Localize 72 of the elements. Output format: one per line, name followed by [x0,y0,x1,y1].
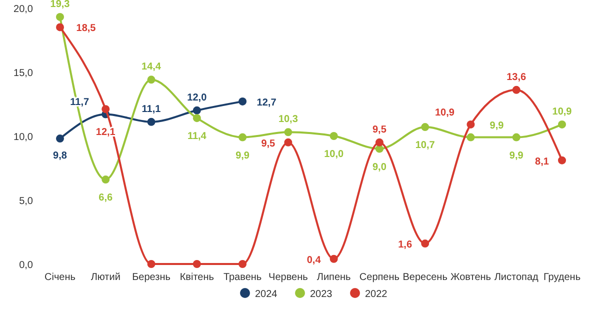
data-label: 11,4 [187,131,207,142]
data-label: 9,9 [236,150,250,162]
data-label: 9,5 [372,124,387,136]
data-label: 8,1 [535,156,550,168]
data-label: 10,0 [324,149,344,160]
legend-label: 2024 [255,289,278,300]
y-tick-label: 0,0 [19,260,34,271]
x-tick-label: Березнь [132,272,170,283]
point [421,240,430,248]
point [330,132,338,140]
x-tick-label: Січень [44,272,76,283]
data-label: 6,6 [98,192,114,204]
x-tick-label: Лютий [90,272,120,283]
point [466,133,475,142]
point [375,138,384,146]
point [330,254,338,263]
point [375,144,384,153]
point [56,12,64,21]
data-label: 14,4 [142,62,162,73]
point [192,106,201,114]
x-tick-label: Липень [316,272,351,283]
point [56,23,64,32]
point [421,123,430,132]
data-label: 19,3 [50,0,70,10]
data-label: 9,9 [490,120,504,132]
point [238,260,247,268]
data-label: 9,5 [261,138,276,150]
y-tick-label: 5,0 [19,196,34,207]
point [238,97,247,106]
x-tick-label: Червень [268,272,308,283]
data-label: 12,7 [256,97,277,108]
x-tick-label: Квітень [180,272,214,283]
legend-label: 2022 [365,289,388,300]
data-label: 13,6 [506,72,527,83]
point [102,176,110,184]
legend-label: 2023 [310,289,333,300]
point [192,260,201,268]
point [284,138,292,146]
point [512,86,520,94]
x-tick-label: Грудень [543,272,581,283]
x-tick-label: Серпень [359,272,400,283]
data-label: 12,0 [187,92,208,104]
data-label: 10,7 [415,140,436,152]
point [512,133,520,142]
data-label: 9,9 [509,150,524,162]
data-label: 9,0 [372,162,387,173]
point [558,120,566,128]
x-tick-label: Листопад [494,272,539,283]
data-label: 10,3 [278,114,298,126]
x-tick-label: Вересень [402,272,448,283]
data-label: 11,1 [142,104,162,115]
x-tick-label: Жовтень [450,272,491,283]
x-tick-label: Травень [223,272,262,283]
point [147,76,156,84]
y-tick-label: 15,0 [14,68,34,79]
point [147,118,156,126]
point [284,128,292,136]
point [238,133,247,142]
point [102,105,110,114]
y-tick-label: 20,0 [14,4,34,15]
point [466,120,475,128]
data-label: 1,6 [398,240,412,251]
data-label: 0,4 [306,254,322,266]
data-label: 10,9 [434,107,455,118]
point [192,114,201,122]
point [558,156,566,164]
data-label: 18,5 [76,23,96,34]
point [56,134,64,143]
y-tick-label: 10,0 [14,132,34,143]
data-label: 10,9 [552,106,572,118]
data-label: 9,8 [53,150,68,162]
point [147,260,156,268]
